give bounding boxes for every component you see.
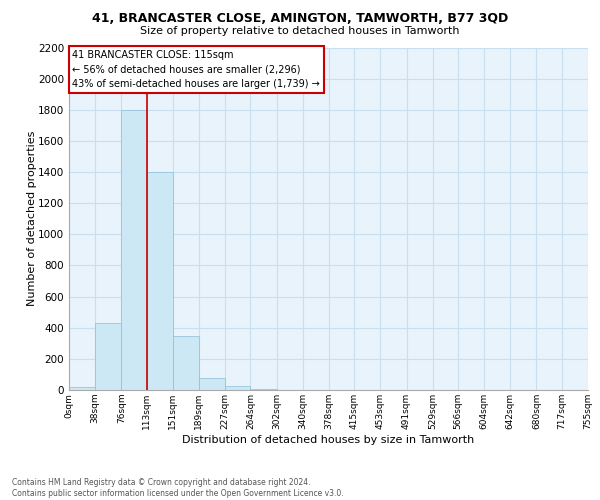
Bar bbox=[225, 386, 250, 390]
Text: Size of property relative to detached houses in Tamworth: Size of property relative to detached ho… bbox=[140, 26, 460, 36]
Y-axis label: Number of detached properties: Number of detached properties bbox=[28, 131, 37, 306]
Bar bbox=[121, 110, 146, 390]
X-axis label: Distribution of detached houses by size in Tamworth: Distribution of detached houses by size … bbox=[182, 434, 475, 444]
Text: 41, BRANCASTER CLOSE, AMINGTON, TAMWORTH, B77 3QD: 41, BRANCASTER CLOSE, AMINGTON, TAMWORTH… bbox=[92, 12, 508, 26]
Bar bbox=[250, 389, 277, 390]
Bar bbox=[173, 336, 199, 390]
Text: 41 BRANCASTER CLOSE: 115sqm
← 56% of detached houses are smaller (2,296)
43% of : 41 BRANCASTER CLOSE: 115sqm ← 56% of det… bbox=[73, 50, 320, 90]
Bar bbox=[69, 387, 95, 390]
Bar bbox=[199, 378, 225, 390]
Text: Contains HM Land Registry data © Crown copyright and database right 2024.
Contai: Contains HM Land Registry data © Crown c… bbox=[12, 478, 344, 498]
Bar bbox=[146, 172, 173, 390]
Bar bbox=[95, 323, 121, 390]
